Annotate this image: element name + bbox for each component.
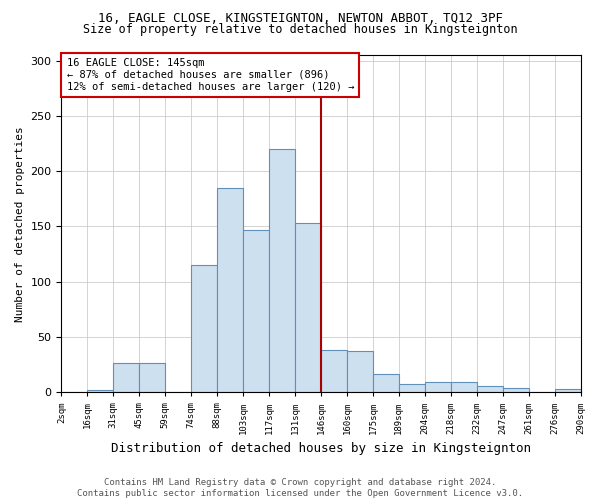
- Bar: [347, 352, 373, 393]
- Bar: [476, 386, 503, 392]
- Y-axis label: Number of detached properties: Number of detached properties: [15, 126, 25, 322]
- Bar: [425, 382, 451, 392]
- Text: Contains HM Land Registry data © Crown copyright and database right 2024.
Contai: Contains HM Land Registry data © Crown c…: [77, 478, 523, 498]
- Bar: [451, 382, 476, 392]
- Bar: [399, 384, 425, 392]
- Text: 16, EAGLE CLOSE, KINGSTEIGNTON, NEWTON ABBOT, TQ12 3PF: 16, EAGLE CLOSE, KINGSTEIGNTON, NEWTON A…: [97, 12, 503, 26]
- Bar: [139, 362, 165, 392]
- Bar: [321, 350, 347, 393]
- Bar: [503, 388, 529, 392]
- Text: Size of property relative to detached houses in Kingsteignton: Size of property relative to detached ho…: [83, 22, 517, 36]
- Bar: [373, 374, 399, 392]
- Bar: [243, 230, 269, 392]
- Bar: [217, 188, 243, 392]
- Bar: [113, 362, 139, 392]
- Text: 16 EAGLE CLOSE: 145sqm
← 87% of detached houses are smaller (896)
12% of semi-de: 16 EAGLE CLOSE: 145sqm ← 87% of detached…: [67, 58, 354, 92]
- Bar: [295, 223, 321, 392]
- Bar: [191, 265, 217, 392]
- Bar: [88, 390, 113, 392]
- Bar: [554, 389, 581, 392]
- Bar: [269, 149, 295, 392]
- X-axis label: Distribution of detached houses by size in Kingsteignton: Distribution of detached houses by size …: [111, 442, 531, 455]
